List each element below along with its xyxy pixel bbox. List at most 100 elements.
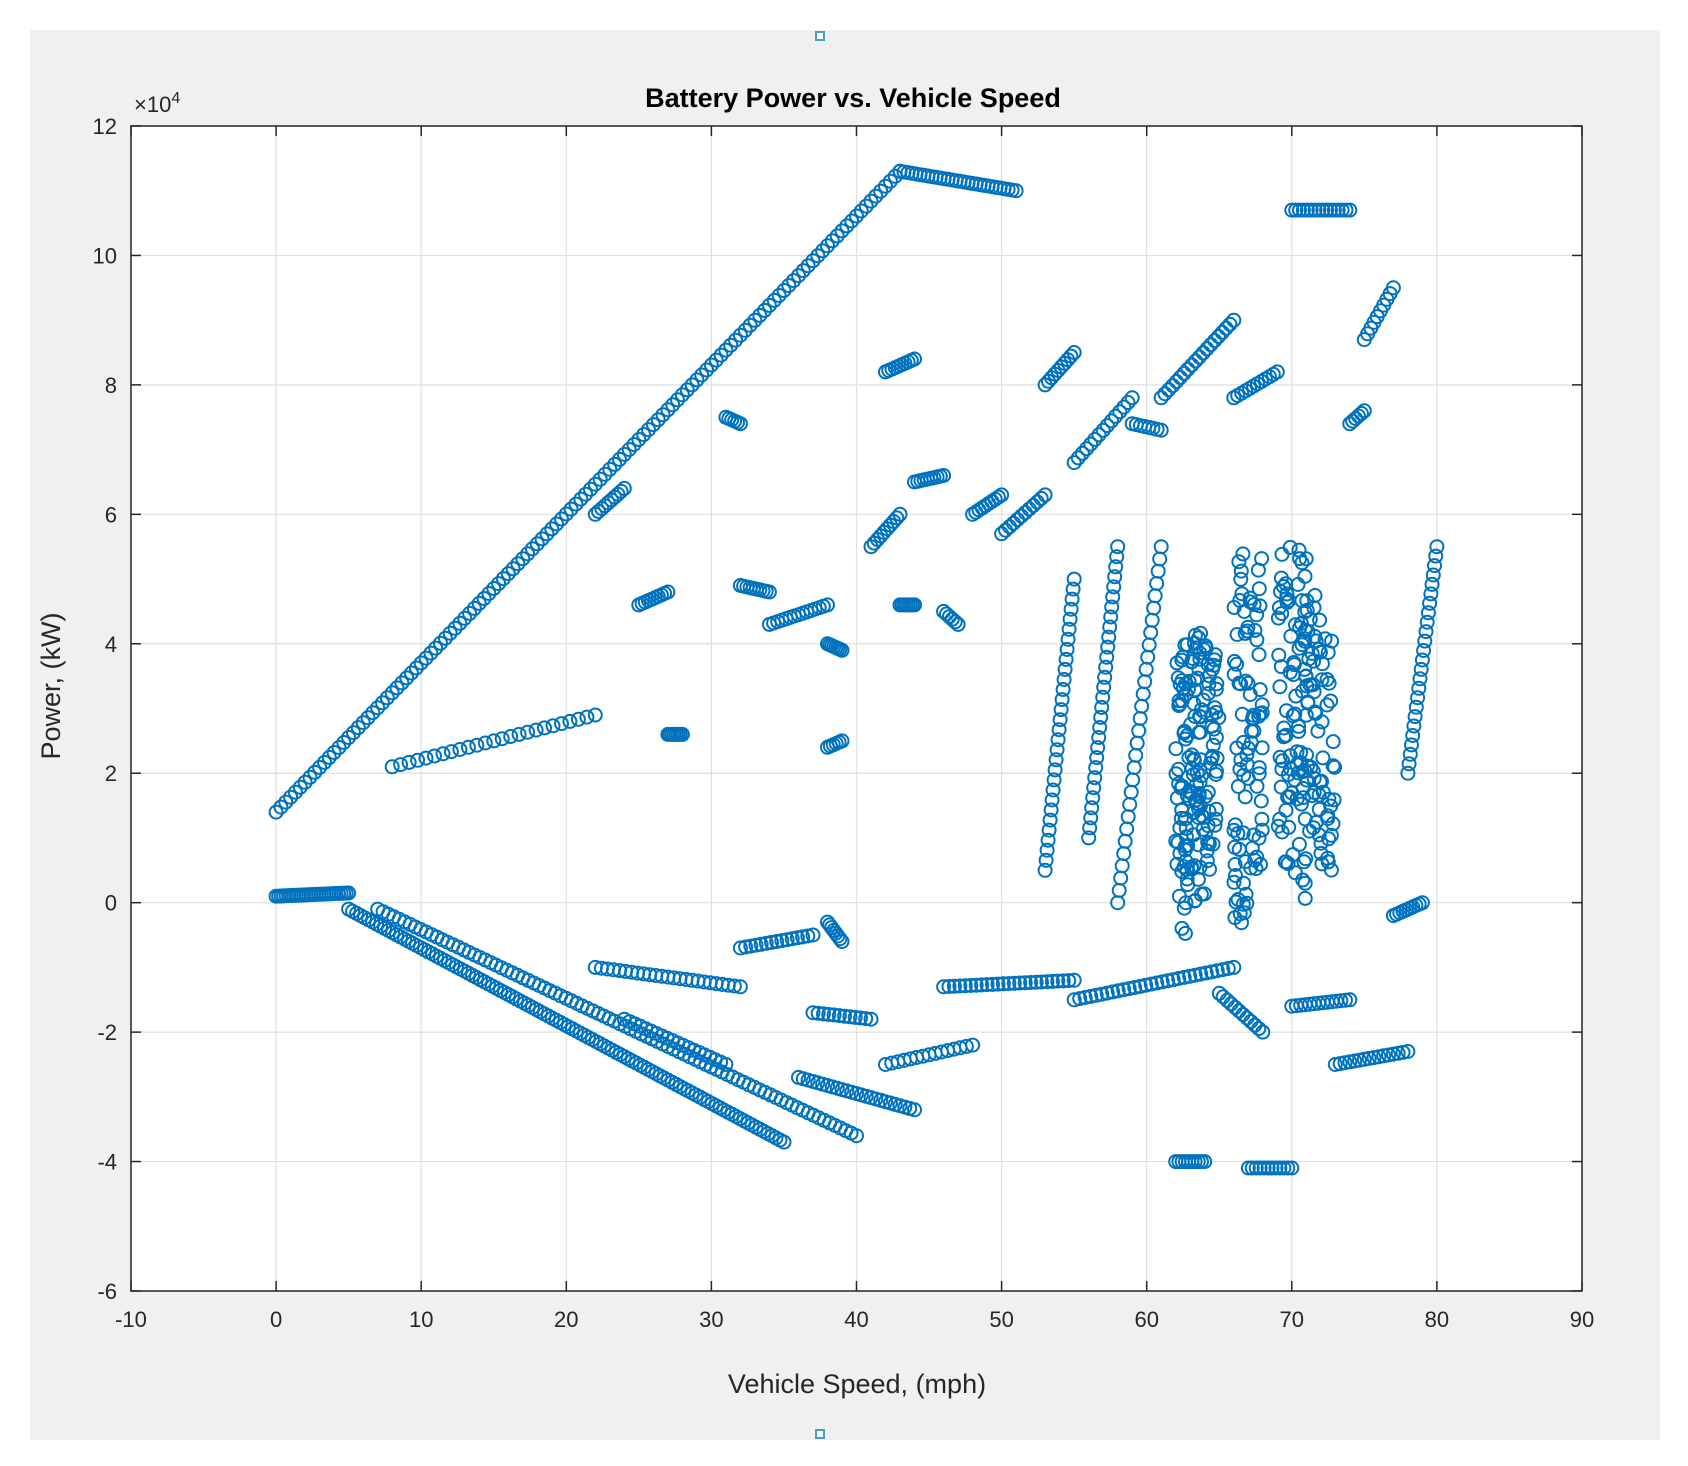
data-point [452,615,468,631]
data-point [1429,539,1445,555]
data-point [1251,647,1267,663]
data-point [433,635,448,651]
data-point [1070,450,1086,466]
data-point [1330,202,1346,218]
data-point [389,680,405,696]
data-point [645,417,661,433]
y-tick-label: 0 [105,891,117,916]
data-point [965,1037,981,1053]
data-point [1056,672,1072,687]
data-point [1319,697,1335,713]
data-point [834,642,850,658]
data-point [1179,637,1195,653]
data-point [1279,594,1295,610]
data-point [674,387,690,403]
data-point [842,1009,858,1025]
data-point [1226,312,1242,328]
data-point [408,660,424,676]
data-point [1334,202,1350,218]
data-point [1209,963,1225,979]
data-point [1197,1154,1213,1170]
data-point [1044,973,1060,989]
data-point [849,1128,864,1144]
data-point [1323,827,1339,843]
data-point [1077,990,1093,1005]
data-point [1249,849,1265,865]
data-point [1292,551,1308,567]
data-point [713,347,729,363]
data-point [1338,202,1354,218]
data-point [674,726,690,742]
data-point [1230,779,1246,794]
data-point [650,412,666,428]
data-point [795,929,811,945]
data-point [1250,562,1266,578]
data-point [641,422,656,438]
data-point [312,759,328,775]
data-point [447,620,463,636]
data-point [1254,697,1270,713]
data-point [613,483,629,499]
data-point [1238,886,1254,902]
data-point [1091,730,1107,745]
y-tick-label: 10 [93,243,117,268]
data-point [1248,861,1264,877]
data-point [1249,607,1265,623]
data-point [820,597,835,613]
data-point [1237,789,1253,805]
data-point [1124,390,1140,406]
data-point [1034,974,1049,990]
top-resize-handle[interactable] [815,31,825,41]
data-point [1401,756,1417,772]
data-point [1058,651,1074,667]
data-point [631,432,647,447]
x-tick-label: 0 [270,1307,282,1332]
data-point [418,650,434,666]
data-point [1253,793,1269,809]
data-point [495,571,511,587]
data-point [365,705,381,721]
data-point [1066,345,1082,360]
data-point [1108,408,1124,424]
data-point [1314,714,1330,730]
data-point [1269,364,1285,380]
data-point [1200,818,1216,834]
data-point [1209,750,1225,766]
y-tick-label: -6 [97,1279,117,1304]
data-point [1081,830,1097,846]
data-point [544,521,560,537]
data-point [837,1008,853,1024]
data-point [336,735,352,750]
data-point [1165,378,1181,394]
data-point [1169,655,1185,671]
data-point [1237,625,1253,641]
data-point [428,640,444,656]
data-point [1301,651,1317,667]
data-point [1271,647,1287,663]
data-point [892,506,908,522]
data-point [307,764,323,780]
data-point [1191,349,1207,365]
data-point [1424,576,1440,592]
data-point [907,1102,922,1118]
data-point [952,978,968,994]
data-point [1177,925,1193,941]
data-point [753,936,769,952]
data-point [771,288,787,303]
data-point [834,223,850,239]
data-point [1066,992,1082,1008]
data-point [732,979,748,995]
bottom-resize-handle[interactable] [815,1429,825,1439]
data-point [1276,1160,1292,1176]
data-point [1292,202,1307,218]
data-point [384,759,400,775]
data-point [1094,699,1110,715]
data-point [549,516,565,532]
data-point [786,273,802,289]
data-point [1314,656,1330,672]
data-point [1059,641,1075,657]
data-point [1143,976,1159,992]
data-point [1207,333,1223,349]
data-point [752,307,768,323]
data-point [941,979,957,994]
